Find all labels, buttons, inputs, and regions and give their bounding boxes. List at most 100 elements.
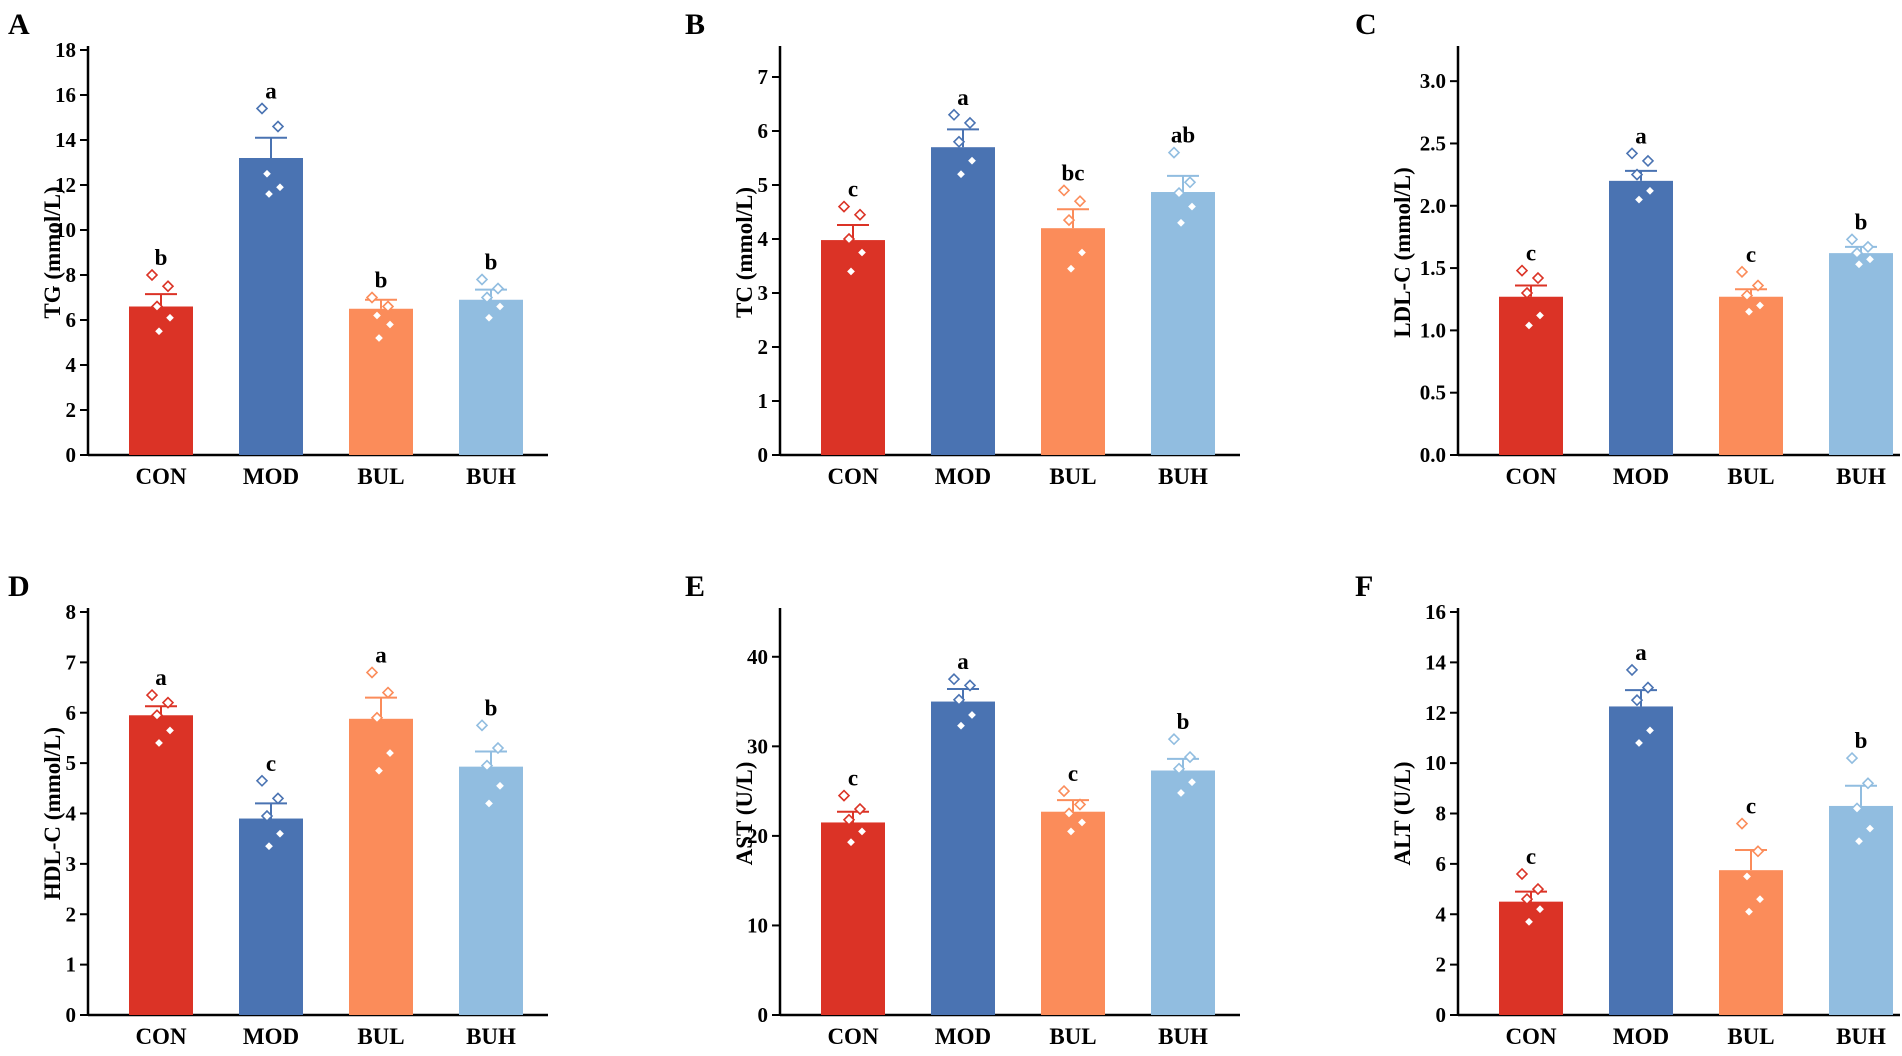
data-point-con bbox=[145, 268, 159, 282]
data-point-mod bbox=[952, 135, 966, 148]
data-point-mod bbox=[262, 187, 276, 201]
data-point-buh bbox=[1167, 733, 1181, 746]
y-axis-label: TC (mmol/L) bbox=[732, 187, 757, 318]
data-point-bul bbox=[1062, 213, 1076, 227]
data-point-con bbox=[853, 802, 867, 816]
bar-buh bbox=[1151, 192, 1215, 455]
significance-label: a bbox=[375, 642, 387, 667]
data-point-mod bbox=[273, 827, 287, 840]
y-tick-label: 2 bbox=[1436, 953, 1447, 977]
data-point-mod bbox=[954, 719, 968, 732]
data-point-bul bbox=[1751, 279, 1765, 292]
significance-label: a bbox=[265, 79, 277, 104]
bar-mod bbox=[1609, 706, 1673, 1015]
data-point-buh bbox=[475, 719, 489, 732]
panel-E: E 0 10 20 30 40 AST (U/L) c CON a MOD c BUL b BUH bbox=[685, 570, 1240, 1049]
data-point-mod bbox=[255, 102, 269, 115]
y-tick-label: 3 bbox=[66, 852, 77, 876]
x-tick-label: CON bbox=[827, 1024, 879, 1049]
significance-label: c bbox=[1526, 844, 1536, 869]
y-tick-label: 12 bbox=[55, 173, 76, 197]
data-point-mod bbox=[255, 774, 269, 787]
data-point-bul bbox=[1742, 905, 1756, 918]
data-point-con bbox=[837, 789, 851, 802]
bar-con bbox=[821, 822, 885, 1015]
data-point-con bbox=[1520, 893, 1534, 906]
data-point-mod bbox=[1625, 663, 1639, 677]
data-point-mod bbox=[963, 679, 977, 692]
data-point-mod bbox=[954, 168, 968, 181]
data-point-buh bbox=[1172, 762, 1186, 775]
significance-label: a bbox=[1635, 123, 1647, 148]
significance-label: c bbox=[848, 177, 858, 202]
panel-letter: D bbox=[8, 570, 30, 603]
y-tick-label: 2.5 bbox=[1420, 131, 1446, 155]
data-point-bul bbox=[365, 666, 379, 679]
y-tick-label: 1 bbox=[758, 389, 769, 413]
x-tick-label: MOD bbox=[1613, 464, 1669, 489]
data-point-mod bbox=[947, 108, 961, 121]
significance-label: c bbox=[1746, 242, 1756, 267]
data-point-con bbox=[152, 325, 166, 338]
data-point-buh bbox=[493, 300, 507, 313]
significance-label: b bbox=[1177, 709, 1190, 734]
data-point-bul bbox=[1735, 265, 1749, 278]
data-point-bul bbox=[383, 746, 397, 760]
data-point-mod bbox=[965, 154, 979, 167]
y-tick-label: 5 bbox=[66, 751, 77, 775]
data-point-mod bbox=[1630, 694, 1644, 707]
y-tick-label: 6 bbox=[1436, 852, 1447, 876]
data-point-buh bbox=[1861, 777, 1875, 790]
bar-bul bbox=[349, 718, 413, 1015]
data-point-mod bbox=[963, 116, 977, 130]
data-point-bul bbox=[1735, 817, 1749, 830]
bar-buh bbox=[1151, 770, 1215, 1015]
y-tick-label: 3 bbox=[758, 281, 769, 305]
data-point-con bbox=[1533, 309, 1547, 322]
data-point-con bbox=[152, 736, 166, 750]
data-point-mod bbox=[1643, 724, 1657, 737]
data-point-buh bbox=[1863, 253, 1877, 266]
data-point-buh bbox=[1850, 802, 1864, 815]
bar-buh bbox=[1829, 253, 1893, 455]
data-point-buh bbox=[493, 779, 507, 792]
x-tick-label: BUL bbox=[357, 464, 404, 489]
data-point-bul bbox=[1062, 807, 1076, 820]
y-tick-label: 6 bbox=[758, 119, 769, 143]
y-tick-label: 0 bbox=[1436, 1003, 1447, 1027]
data-point-mod bbox=[262, 840, 276, 853]
y-tick-label: 1.5 bbox=[1420, 256, 1446, 280]
y-axis-label: AST (U/L) bbox=[732, 762, 757, 866]
data-point-bul bbox=[372, 331, 386, 345]
data-point-buh bbox=[475, 273, 489, 286]
y-tick-label: 4 bbox=[66, 802, 77, 826]
data-point-mod bbox=[1630, 168, 1644, 181]
data-point-con bbox=[853, 208, 867, 221]
significance-label: bc bbox=[1062, 160, 1085, 185]
data-point-bul bbox=[1753, 299, 1767, 312]
x-tick-label: MOD bbox=[1613, 1024, 1669, 1049]
significance-label: c bbox=[266, 751, 276, 776]
y-tick-label: 30 bbox=[747, 734, 768, 758]
bar-mod bbox=[931, 701, 995, 1015]
y-axis-label: HDL-C (mmol/L) bbox=[40, 727, 65, 900]
panel-letter: C bbox=[1355, 8, 1377, 41]
bar-con bbox=[129, 715, 193, 1015]
data-point-bul bbox=[381, 300, 395, 313]
panel-D: D 0 1 2 3 4 5 6 7 8 HDL-C (mmol/L) a CON c MOD a BUL b BUH bbox=[8, 570, 548, 1049]
data-point-buh bbox=[1861, 240, 1875, 254]
x-tick-label: BUH bbox=[466, 464, 516, 489]
x-tick-label: CON bbox=[827, 464, 879, 489]
data-point-con bbox=[1533, 903, 1547, 916]
x-tick-label: BUL bbox=[1727, 464, 1774, 489]
bar-bul bbox=[349, 308, 413, 455]
y-tick-label: 0 bbox=[66, 1003, 77, 1027]
y-tick-label: 4 bbox=[758, 227, 769, 251]
x-tick-label: BUH bbox=[1158, 1024, 1208, 1049]
x-tick-label: CON bbox=[1505, 464, 1557, 489]
y-tick-label: 18 bbox=[55, 38, 76, 62]
x-tick-label: BUH bbox=[1158, 464, 1208, 489]
data-point-mod bbox=[947, 673, 961, 686]
y-tick-label: 1.0 bbox=[1420, 318, 1446, 342]
data-point-buh bbox=[1183, 750, 1197, 764]
